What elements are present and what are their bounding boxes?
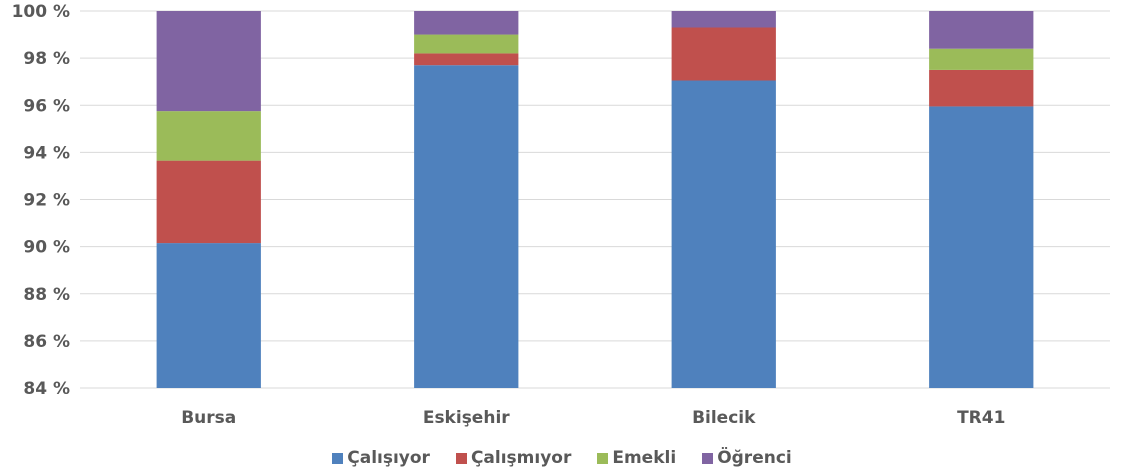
legend-label: Çalışıyor bbox=[347, 448, 430, 468]
bar-segment bbox=[929, 11, 1034, 49]
bar-segment bbox=[671, 80, 776, 389]
y-tick-label: 92 % bbox=[23, 191, 70, 211]
y-tick-label: 98 % bbox=[23, 49, 70, 69]
y-tick-label: 94 % bbox=[23, 143, 70, 163]
bar-segment bbox=[156, 243, 261, 388]
x-category-label: Bilecik bbox=[692, 408, 756, 428]
bar-segment bbox=[156, 111, 261, 161]
legend-item: Çalışmıyor bbox=[455, 448, 572, 468]
legend-swatch bbox=[597, 452, 609, 464]
y-tick-label: 96 % bbox=[23, 96, 70, 116]
y-tick-label: 100 % bbox=[12, 2, 70, 22]
legend-item: Öğrenci bbox=[702, 448, 792, 468]
bar-segment bbox=[929, 48, 1034, 70]
y-tick-label: 84 % bbox=[23, 379, 70, 399]
legend-swatch bbox=[702, 452, 714, 464]
y-tick-label: 86 % bbox=[23, 332, 70, 352]
x-category-label: Eskişehir bbox=[423, 408, 510, 428]
legend-label: Öğrenci bbox=[717, 448, 792, 468]
chart-legend: Çalışıyor Çalışmıyor Emekli Öğrenci bbox=[0, 448, 1124, 468]
legend-item: Emekli bbox=[597, 448, 676, 468]
legend-swatch bbox=[332, 452, 344, 464]
x-category-label: Bursa bbox=[181, 408, 236, 428]
bar-segment bbox=[156, 160, 261, 244]
bar-segment bbox=[929, 69, 1034, 107]
legend-label: Çalışmıyor bbox=[470, 448, 572, 468]
bar-segment bbox=[414, 53, 519, 66]
y-tick-label: 88 % bbox=[23, 285, 70, 305]
bar-segment bbox=[929, 106, 1034, 388]
legend-label: Emekli bbox=[612, 448, 677, 468]
bar-segment bbox=[671, 11, 776, 28]
y-tick-label: 90 % bbox=[23, 238, 70, 258]
bar-segment bbox=[414, 11, 519, 35]
bar-segment bbox=[414, 65, 519, 388]
bar-segment bbox=[156, 11, 261, 112]
x-category-label: TR41 bbox=[957, 408, 1005, 428]
bar-segment bbox=[671, 27, 776, 81]
bar-segment bbox=[414, 34, 519, 54]
chart-plot-area: 84 % 86 % 88 % 90 % 92 % 94 % 96 % 98 % 100 % Bur… bbox=[12, 2, 1110, 428]
legend-swatch bbox=[455, 452, 467, 464]
legend-item: Çalışıyor bbox=[332, 448, 430, 468]
